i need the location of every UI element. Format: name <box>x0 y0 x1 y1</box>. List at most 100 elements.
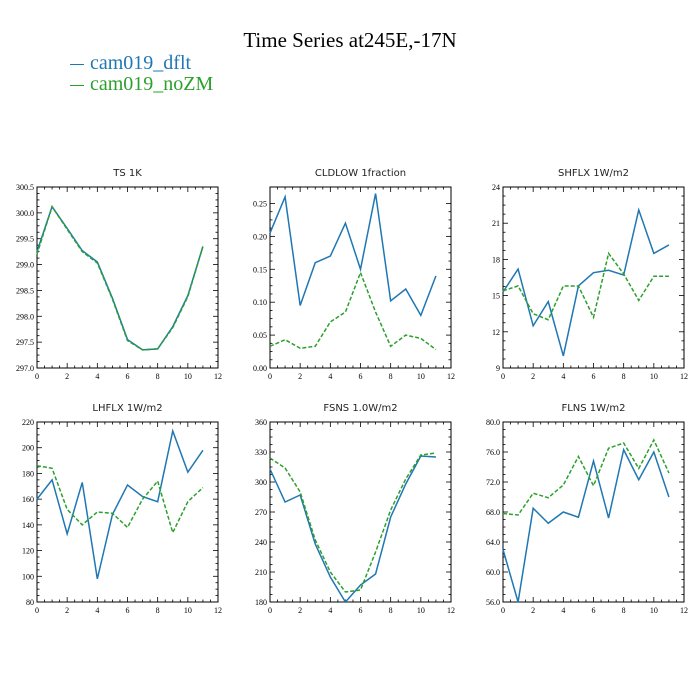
y-tick-label: 210 <box>255 568 267 577</box>
series-line-nozm <box>269 270 437 351</box>
y-tick-label: 0.05 <box>253 331 267 340</box>
x-tick-label: 2 <box>531 606 535 615</box>
x-tick-label: 4 <box>95 372 99 381</box>
series-line-nozm <box>502 251 669 321</box>
y-tick-label: 298.0 <box>16 312 34 321</box>
y-tick-label: 300.5 <box>16 183 34 192</box>
x-tick-label: 0 <box>268 372 272 381</box>
y-tick-label: 360 <box>255 418 267 427</box>
x-tick-label: 6 <box>126 372 130 381</box>
x-tick-label: 10 <box>417 372 425 381</box>
legend-entry-nozm: cam019_noZM <box>70 73 213 96</box>
x-tick-label: 8 <box>156 606 160 615</box>
panel-title: LHFLX 1W/m2 <box>92 403 162 414</box>
x-tick-label: 0 <box>501 372 505 381</box>
series-line-nozm <box>502 438 670 516</box>
legend-line-swatch <box>70 63 84 65</box>
x-tick-label: 8 <box>156 372 160 381</box>
series-line-dflt <box>36 428 204 580</box>
y-tick-label: 60.0 <box>486 568 500 577</box>
y-tick-label: 80 <box>26 598 34 607</box>
y-tick-label: 300 <box>255 478 267 487</box>
series-line-nozm <box>36 204 204 351</box>
y-tick-label: 220 <box>22 418 34 427</box>
plot-frame <box>502 421 685 603</box>
panel-title: TS 1K <box>112 168 142 179</box>
x-tick-label: 2 <box>531 372 535 381</box>
x-tick-label: 8 <box>622 606 626 615</box>
plot-frame <box>269 421 452 603</box>
panel-title: FLNS 1W/m2 <box>561 403 625 414</box>
chart-panel-1: CLDLOW 1fraction 0 2 4 6 8 10 12 0.00 0.05 0.10 0.1… <box>253 168 455 381</box>
plot-frame <box>36 421 219 603</box>
y-tick-label: 300.0 <box>16 209 34 218</box>
x-tick-label: 4 <box>561 606 565 615</box>
y-tick-label: 299.0 <box>16 261 34 270</box>
series-line-dflt <box>269 193 437 318</box>
y-tick-label: 270 <box>255 508 267 517</box>
series-line-nozm <box>36 464 204 535</box>
chart-panel-4: FSNS 1.0W/m2 0 2 4 6 8 10 12 180 210 240 270 300 330 3… <box>255 403 455 615</box>
y-tick-label: 100 <box>22 572 34 581</box>
y-tick-label: 21 <box>492 219 500 228</box>
y-tick-label: 297.5 <box>16 338 34 347</box>
y-tick-label: 24 <box>492 183 500 192</box>
x-tick-label: 0 <box>501 606 505 615</box>
legend-line-swatch <box>70 84 84 86</box>
y-tick-label: 140 <box>22 521 34 530</box>
y-tick-label: 0.00 <box>253 364 267 373</box>
series-line-dflt <box>36 204 204 351</box>
y-tick-label: 9 <box>496 364 500 373</box>
y-tick-label: 180 <box>22 469 34 478</box>
x-tick-label: 4 <box>328 372 332 381</box>
y-tick-label: 12 <box>492 328 500 337</box>
y-tick-label: 0.25 <box>253 199 267 208</box>
y-tick-label: 0.20 <box>253 232 267 241</box>
x-tick-label: 12 <box>680 372 688 381</box>
y-tick-label: 240 <box>255 538 267 547</box>
x-tick-label: 0 <box>268 606 272 615</box>
x-tick-label: 4 <box>328 606 332 615</box>
x-tick-label: 6 <box>592 372 596 381</box>
series-line-dflt <box>502 207 670 357</box>
y-tick-label: 72.0 <box>486 478 500 487</box>
x-tick-label: 10 <box>184 606 192 615</box>
y-tick-label: 180 <box>255 598 267 607</box>
x-tick-label: 6 <box>592 606 596 615</box>
x-tick-label: 12 <box>680 606 688 615</box>
y-tick-label: 330 <box>255 448 267 457</box>
x-tick-label: 4 <box>561 372 565 381</box>
chart-panel-3: LHFLX 1W/m2 0 2 4 6 8 10 12 80 100 120 140 160 180 200… <box>22 403 222 615</box>
x-tick-label: 12 <box>447 606 455 615</box>
panel-title: SHFLX 1W/m2 <box>558 168 629 179</box>
legend-label: cam019_noZM <box>90 73 214 95</box>
page-title: Time Series at245E,-17N <box>243 28 457 52</box>
x-tick-label: 8 <box>389 372 393 381</box>
y-tick-label: 297.0 <box>16 364 34 373</box>
x-tick-label: 8 <box>389 606 393 615</box>
x-tick-label: 10 <box>650 606 658 615</box>
chart-panel-5: FLNS 1W/m2 0 2 4 6 8 10 12 56.0 60.0 64.0 68.0 72.0 7… <box>486 403 688 615</box>
x-tick-label: 6 <box>359 372 363 381</box>
x-tick-label: 10 <box>650 372 658 381</box>
x-tick-label: 12 <box>447 372 455 381</box>
legend-label: cam019_dflt <box>90 52 192 74</box>
x-tick-label: 0 <box>35 372 39 381</box>
panel-title: FSNS 1.0W/m2 <box>323 403 397 414</box>
chart-panel-0: TS 1K 0 2 4 6 8 10 12 297.0 297.5 298.0 298.5 299.0 2… <box>16 168 222 381</box>
panel-title: CLDLOW 1fraction <box>315 168 406 179</box>
y-tick-label: 68.0 <box>486 508 500 517</box>
x-tick-label: 2 <box>65 606 69 615</box>
x-tick-label: 2 <box>298 606 302 615</box>
legend-entry-dflt: cam019_dflt <box>70 52 191 75</box>
x-tick-label: 10 <box>417 606 425 615</box>
y-tick-label: 120 <box>22 547 34 556</box>
x-tick-label: 2 <box>65 372 69 381</box>
x-tick-label: 6 <box>126 606 130 615</box>
y-tick-label: 299.5 <box>16 235 34 244</box>
y-tick-label: 64.0 <box>486 538 500 547</box>
series-line-nozm <box>269 452 437 593</box>
x-tick-label: 12 <box>214 372 222 381</box>
